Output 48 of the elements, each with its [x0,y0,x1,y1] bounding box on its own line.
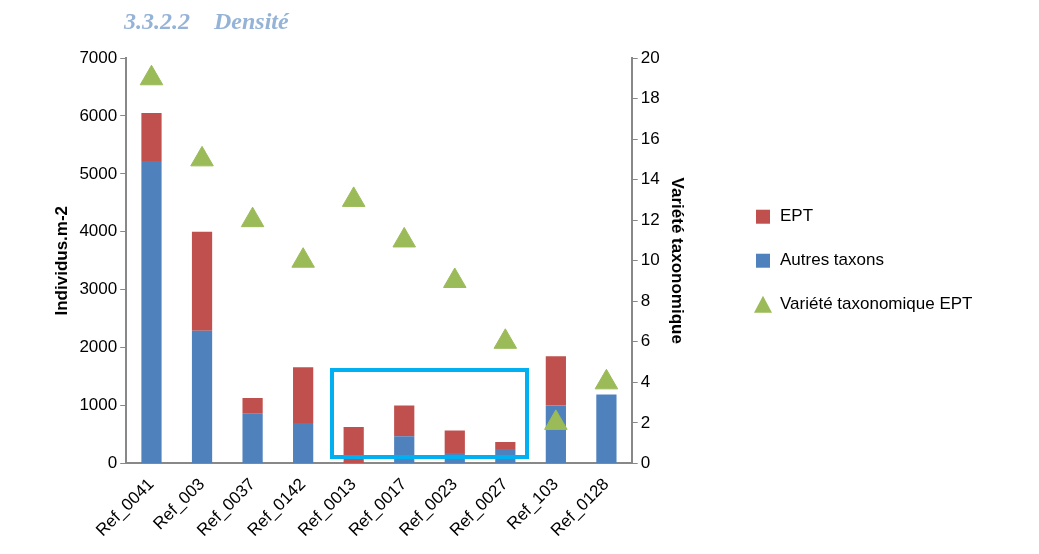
bar [293,422,314,463]
legend-label: Variété taxonomique EPT [780,294,973,314]
y-tick-label: 6000 [79,105,118,125]
y-tick-label: 2000 [79,337,118,357]
bar [141,113,162,162]
point [291,247,315,268]
bar [242,397,263,414]
bar [242,413,263,463]
point [341,186,366,207]
legend-label: Autres taxons [780,250,884,270]
y2-tick-label: 8 [640,290,651,310]
bar [191,231,213,331]
y2-tick-label: 12 [640,209,660,229]
y2-tick-label: 2 [640,412,651,432]
y-tick-label: 3000 [79,279,118,299]
point [190,145,214,167]
bar [141,161,162,463]
y-tick-label: 0 [107,453,118,473]
y2-tick-label: 18 [640,88,660,108]
y2-tick-label: 6 [640,331,651,351]
point [139,64,164,86]
bar [394,405,415,437]
point [594,368,619,390]
bar [191,330,213,463]
legend-label: EPT [780,206,814,226]
point [392,226,416,248]
bar [545,356,566,406]
y2-tick-label: 4 [640,372,651,392]
bar [596,394,617,463]
y2-tick-label: 0 [640,453,651,473]
bar [495,442,516,449]
y-tick-label: 4000 [79,221,118,241]
chart-title: 3.3.2.2 Densité [123,8,291,36]
point [544,409,568,430]
y2-tick-label: 20 [640,47,660,67]
point [240,206,265,228]
y2-tick-label: 14 [640,169,660,189]
y-tick-label: 1000 [79,395,118,415]
y2-tick-label: 10 [640,250,660,270]
y-axis-title: Individus.m-2 [51,205,71,316]
y-tick-label: 7000 [79,47,118,67]
bar [293,367,314,423]
y2-tick-label: 16 [640,128,660,148]
y2-axis-title: Variété taxonomique [668,177,688,344]
point [493,328,518,349]
point [443,267,467,288]
bar [444,430,465,454]
y-tick-label: 5000 [79,163,118,183]
